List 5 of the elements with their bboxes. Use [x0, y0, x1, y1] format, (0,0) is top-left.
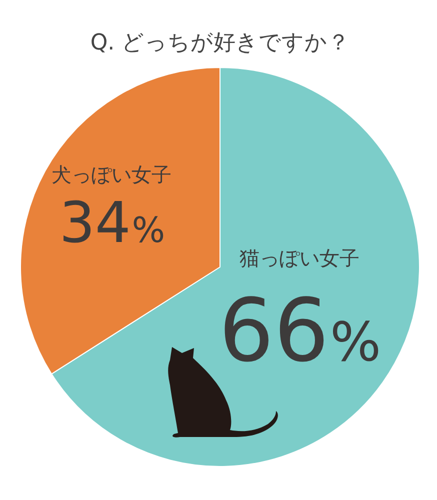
data-label: 34% [59, 190, 166, 256]
data-label: 66% [218, 281, 382, 382]
slice-label: 犬っぽい女子 [52, 162, 172, 187]
chart-title: Q. どっちが好きですか？ [90, 30, 350, 56]
slice-label: 猫っぽい女子 [239, 246, 360, 270]
